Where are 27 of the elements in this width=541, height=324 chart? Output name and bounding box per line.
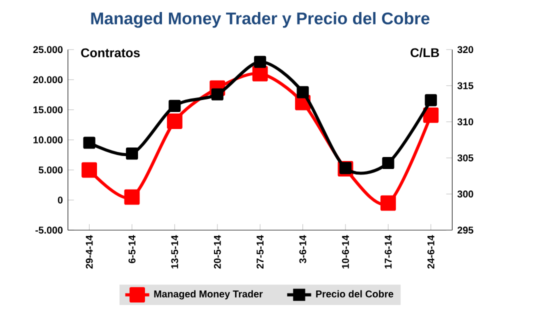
x-tick-label: 13-5-14	[171, 235, 178, 268]
y-tick-label: 25.000	[33, 46, 63, 54]
y-tick-label: 10.000	[34, 136, 63, 144]
x-tick-label: 17-6-14	[384, 235, 392, 268]
y2-tick-label: 305	[457, 154, 474, 162]
x-tick-label: 29-4-14	[86, 235, 93, 269]
y2-tick-label: 295	[458, 226, 474, 234]
x-tick-label: 10-6-14	[342, 235, 349, 268]
legend-label: Managed Money Trader	[154, 290, 263, 300]
y2-tick-label: 320	[457, 46, 474, 54]
y2-tick-label: 310	[457, 118, 474, 126]
y-tick-label: 15.000	[34, 106, 63, 114]
y-tick-label: -5.000	[35, 226, 63, 234]
y2-tick-label: 315	[457, 82, 474, 90]
x-tick-label: 6-5-14	[128, 235, 136, 264]
y2-tick-label: 300	[457, 190, 474, 198]
x-tick-label: 20-5-14	[214, 235, 221, 269]
chart-title: Managed Money Trader y Precio del Cobre	[91, 12, 430, 28]
x-tick-label: 27-5-14	[256, 235, 264, 269]
y2-axis-title: C/LB	[410, 48, 440, 58]
y-tick-label: 0	[58, 196, 63, 204]
y-tick-label: 20.000	[33, 76, 63, 84]
y-axis-title: Contratos	[81, 48, 140, 58]
y-tick-label: 5.000	[38, 166, 63, 174]
x-tick-label: 3-6-14	[299, 235, 306, 264]
legend-label: Precio del Cobre	[316, 290, 394, 298]
x-tick-label: 24-6-14	[427, 235, 434, 269]
